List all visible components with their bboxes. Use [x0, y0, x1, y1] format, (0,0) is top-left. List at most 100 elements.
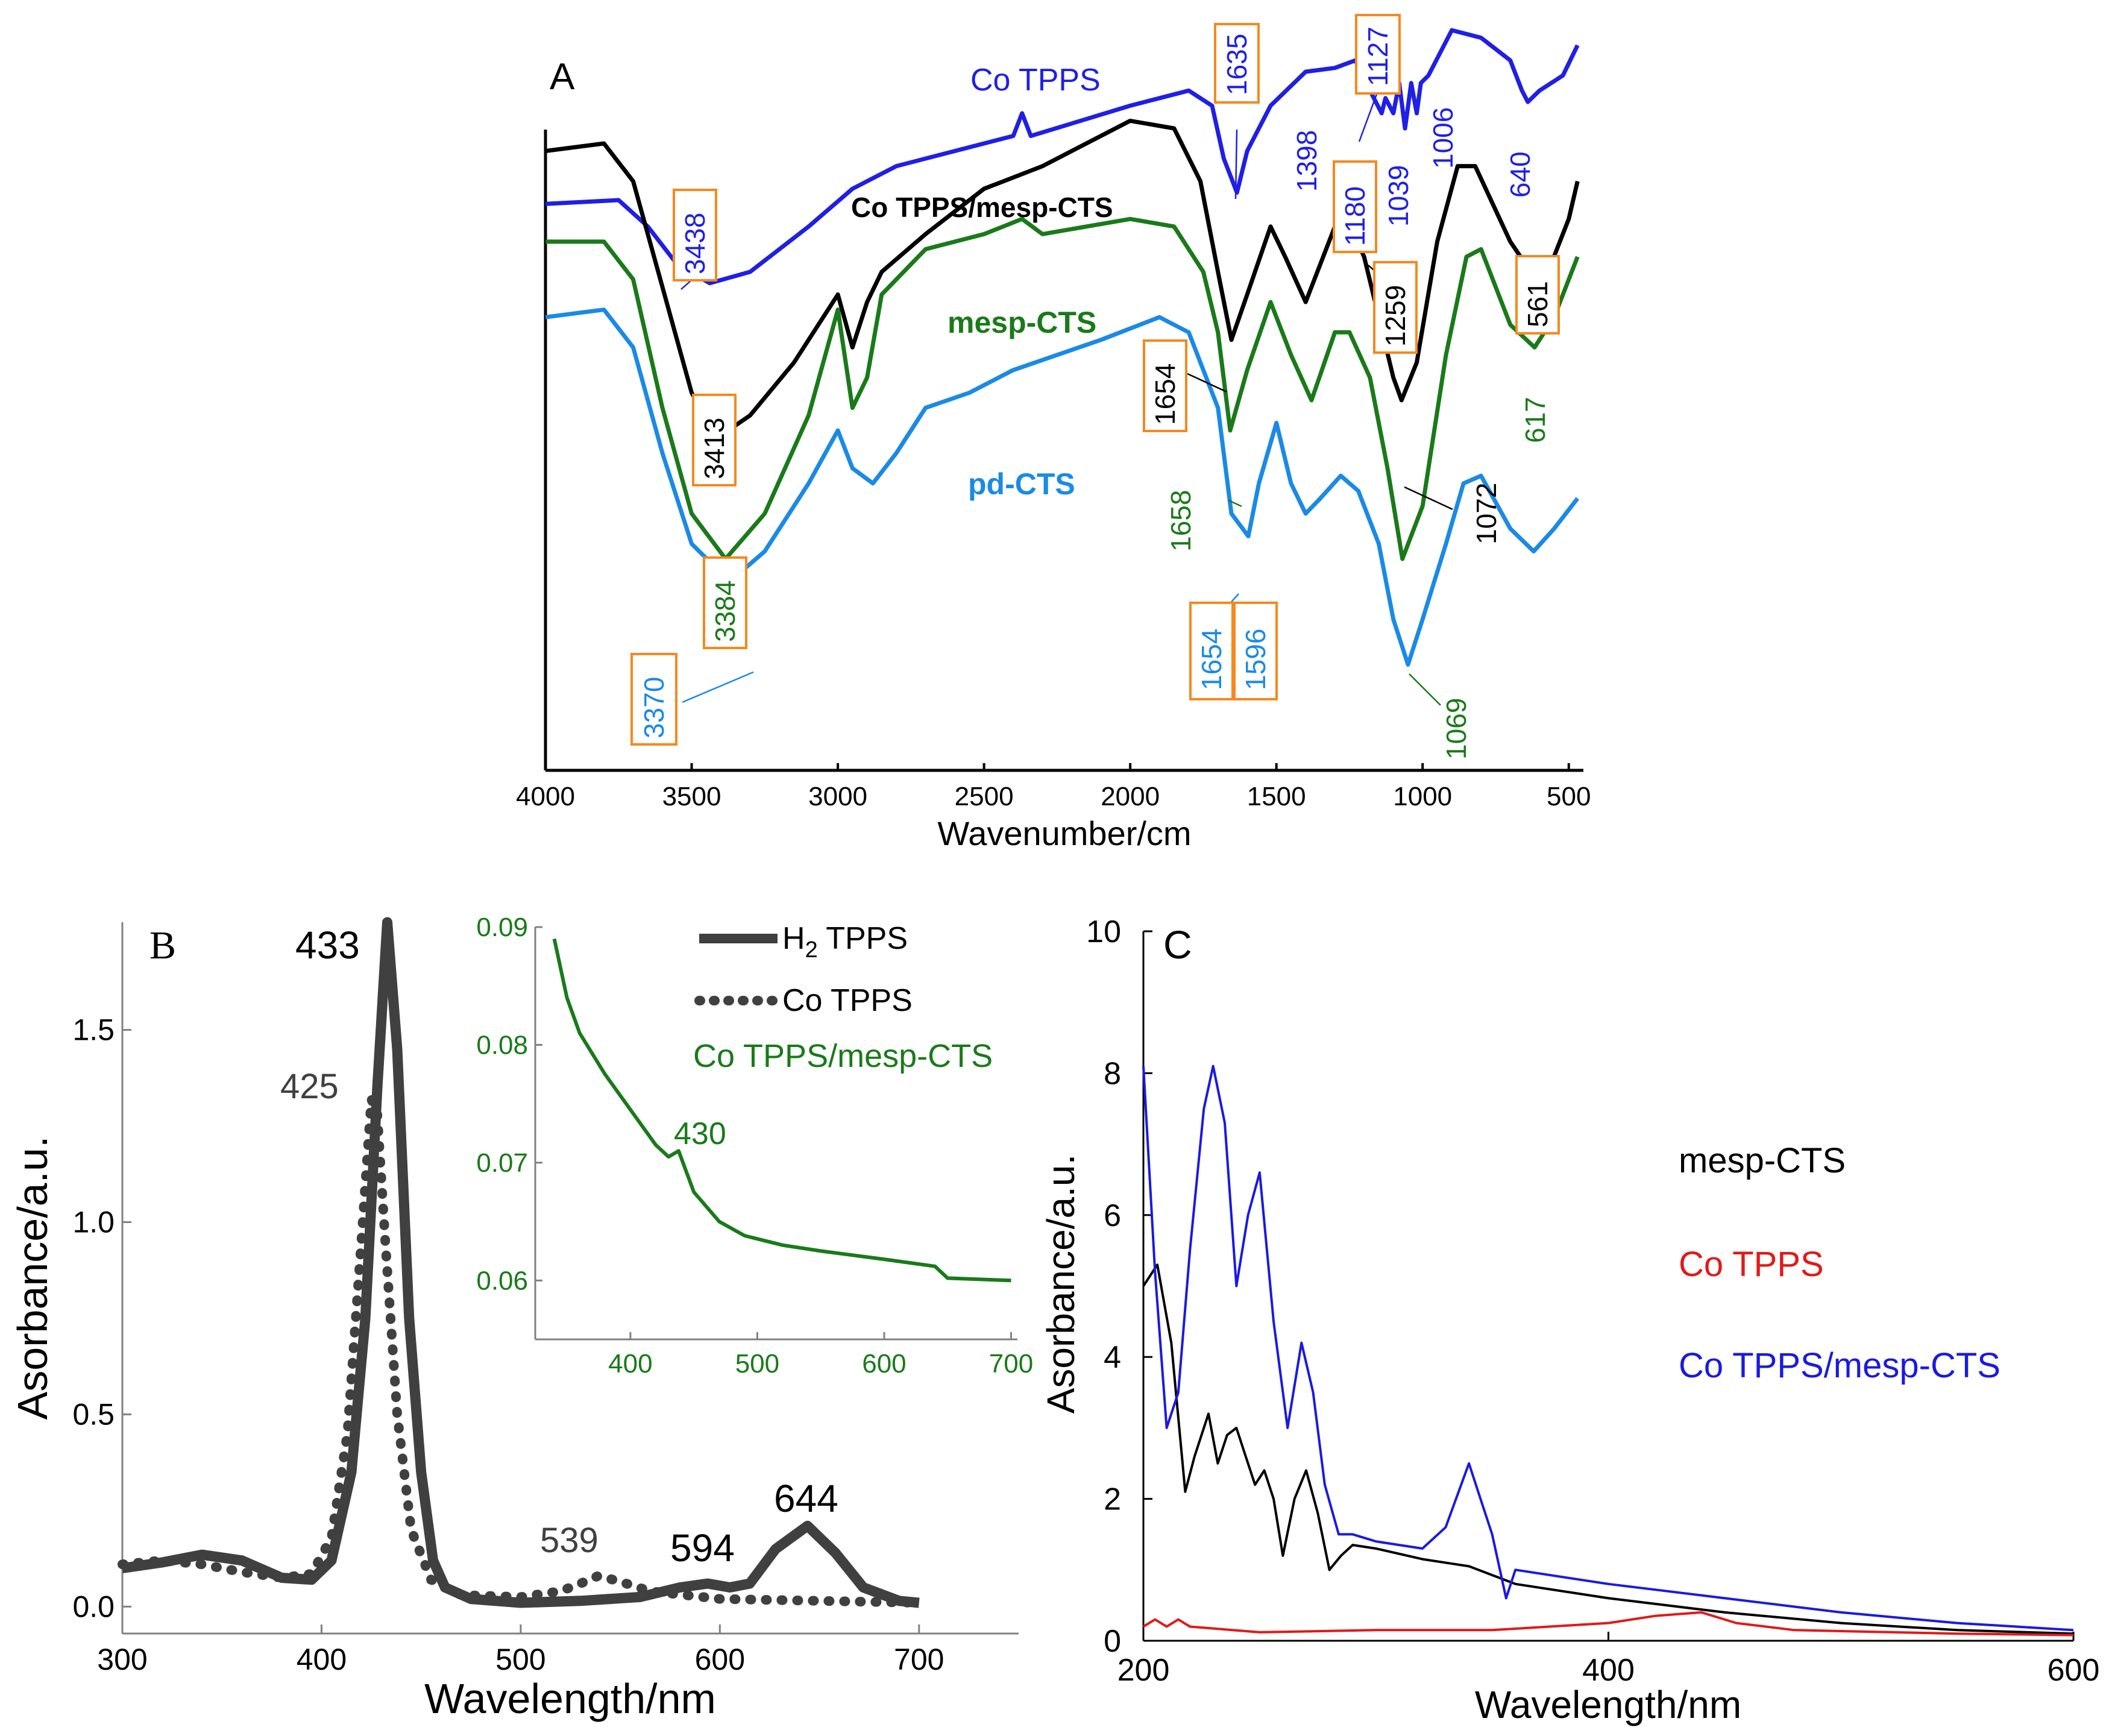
- panel-a-x-axis-label: Wavenumber/cm: [937, 814, 1191, 852]
- peak-1259: 1259: [1373, 261, 1418, 354]
- b-y-tick-label-0: 0.0: [72, 1590, 115, 1623]
- b-series-h2-tpps: [121, 917, 920, 1608]
- peak-1039: 1039: [1383, 165, 1414, 227]
- legend-label-co-tpps-c: Co TPPS: [1679, 1245, 1824, 1284]
- peak-3370: 3370: [630, 653, 677, 746]
- c-y-tick-label-0: 0: [1104, 1624, 1121, 1659]
- unboxed-peak-labels: 1398 1039 1006 640 617 1658 1072 1069: [1165, 107, 1551, 760]
- c-x-tick-label-400: 400: [1582, 1653, 1635, 1688]
- c-y-tick-label-8: 8: [1104, 1056, 1121, 1091]
- series-label-co-tpps: Co TPPS: [970, 63, 1101, 98]
- panel-b: B 300 400 500 600 700 0.0 0.5 1.0 1.5 Wavelength…: [9, 913, 1033, 1722]
- c-y-tick-label-10: 10: [1086, 914, 1121, 949]
- inset-ticks: 400 500 600 700 0.06 0.07 0.08 0.09: [476, 913, 1033, 1379]
- peak-3413: 3413: [692, 394, 737, 486]
- panel-b-y-axis-label: Asorbance/a.u.: [9, 1136, 56, 1420]
- inset-x-tick-label-400: 400: [608, 1349, 652, 1379]
- a-x-tick-label-4000: 4000: [516, 782, 575, 811]
- peak-1180: 1180: [1333, 160, 1377, 253]
- legend-label-mesp-cts: mesp-CTS: [1679, 1141, 1846, 1180]
- peak-1654-black: 1654: [1143, 339, 1187, 432]
- panel-c: C 200 400 600 0 2 4 6 8 10 Wavelength/nm Asorban…: [1039, 914, 2099, 1726]
- c-series-co-tpps: [1142, 1611, 2074, 1637]
- series-label-pd-cts: pd-CTS: [968, 467, 1075, 501]
- svg-text:3413: 3413: [699, 418, 730, 479]
- b-x-tick-label-500: 500: [495, 1643, 545, 1676]
- boxed-peak-labels: 1635 1127 3438 1180 1259 561: [630, 14, 1560, 746]
- panel-b-x-axis-label: Wavelength/nm: [424, 1675, 716, 1722]
- leader-1072: [1404, 486, 1453, 511]
- panel-b-inset: 400 500 600 700 0.06 0.07 0.08 0.09 430: [476, 913, 1033, 1379]
- series-label-mesp-cts: mesp-CTS: [948, 306, 1096, 339]
- legend-label-co-tpps-mesp-cts: Co TPPS/mesp-CTS: [693, 1038, 993, 1074]
- leader-3370: [682, 671, 754, 703]
- peak-425: 425: [280, 1067, 339, 1106]
- c-y-tick-label-6: 6: [1104, 1198, 1121, 1233]
- a-x-tick-label-500: 500: [1547, 782, 1591, 811]
- leader-1658: [1228, 499, 1242, 508]
- a-series-co-tpps: [545, 28, 1580, 286]
- inset-y-tick-label-0.06: 0.06: [476, 1266, 528, 1295]
- peak-617: 617: [1520, 397, 1551, 443]
- peak-1069: 1069: [1441, 698, 1472, 760]
- a-x-tick-label-2000: 2000: [1101, 782, 1160, 811]
- a-x-tick-label-2500: 2500: [955, 782, 1014, 811]
- peak-1635: 1635: [1214, 23, 1260, 104]
- svg-text:3384: 3384: [709, 580, 741, 642]
- panel-a-series: [545, 28, 1580, 667]
- svg-text:1180: 1180: [1339, 186, 1371, 246]
- panel-b-ticks: 300 400 500 600 700 0.0 0.5 1.0 1.5: [72, 1013, 944, 1676]
- c-x-tick-label-600: 600: [2048, 1653, 2100, 1688]
- inset-y-tick-label-0.07: 0.07: [476, 1148, 528, 1178]
- b-y-tick-label-1.5: 1.5: [72, 1013, 115, 1047]
- inset-x-tick-label-500: 500: [735, 1349, 779, 1379]
- peak-539: 539: [540, 1521, 599, 1560]
- b-x-tick-label-300: 300: [97, 1643, 147, 1676]
- panel-b-series: [118, 917, 924, 1608]
- panel-a-label: A: [550, 56, 575, 98]
- svg-text:1635: 1635: [1221, 34, 1252, 95]
- peak-640: 640: [1504, 151, 1536, 198]
- a-x-tick-label-3500: 3500: [662, 782, 721, 811]
- peak-1658: 1658: [1165, 490, 1196, 552]
- b-x-tick-label-700: 700: [894, 1643, 944, 1676]
- peak-1596: 1596: [1233, 602, 1278, 700]
- panel-a-x-ticks: 4000 3500 3000 2500 2000 1500 1000 500: [516, 763, 1591, 811]
- peak-3438: 3438: [673, 189, 717, 281]
- peak-1006: 1006: [1427, 107, 1459, 169]
- peak-561: 561: [1515, 255, 1560, 335]
- panel-c-legend: mesp-CTS Co TPPS Co TPPS/mesp-CTS: [1679, 1141, 2000, 1385]
- legend-label-h2-tpps: H2 TPPS: [782, 921, 908, 963]
- a-x-tick-label-1500: 1500: [1247, 782, 1306, 811]
- a-series-pd-cts: [545, 307, 1580, 667]
- peak-1072: 1072: [1471, 483, 1502, 544]
- leader-1635: [1234, 129, 1238, 200]
- inset-x-tick-label-700: 700: [989, 1349, 1033, 1379]
- legend-label-co-tpps-mesp-cts-c: Co TPPS/mesp-CTS: [1679, 1346, 2000, 1385]
- panel-b-legend: H2 TPPS Co TPPS Co TPPS/mesp-CTS: [693, 921, 993, 1074]
- svg-text:1654: 1654: [1149, 363, 1181, 425]
- inset-series: [552, 938, 1011, 1283]
- inset-y-tick-label-0.09: 0.09: [476, 913, 528, 942]
- peak-1398: 1398: [1291, 130, 1322, 192]
- a-series-co-tpps-mesp-cts: [545, 118, 1580, 441]
- peak-433: 433: [295, 923, 360, 967]
- svg-text:561: 561: [1522, 281, 1553, 327]
- panel-c-ticks: 200 400 600 0 2 4 6 8 10: [1086, 914, 2099, 1688]
- peak-644: 644: [774, 1477, 838, 1520]
- inset-series-co-tpps-mesp-cts: [552, 938, 1011, 1283]
- b-x-tick-label-400: 400: [297, 1643, 347, 1676]
- a-series-mesp-cts: [545, 216, 1580, 561]
- panel-a: A 4000 3500 3000 2500 2000 1500 1000 500 Wavenu…: [516, 14, 1591, 852]
- svg-text:3370: 3370: [638, 677, 670, 738]
- svg-text:1127: 1127: [1362, 27, 1394, 86]
- peak-430: 430: [674, 1116, 726, 1151]
- leader-1069: [1409, 673, 1441, 706]
- a-x-tick-label-3000: 3000: [808, 782, 867, 811]
- peak-594: 594: [670, 1526, 735, 1570]
- c-series-co-tpps-mesp-cts: [1142, 1065, 2074, 1632]
- legend-label-co-tpps: Co TPPS: [782, 983, 913, 1018]
- panel-b-label: B: [149, 923, 176, 967]
- peak-3384: 3384: [703, 556, 747, 649]
